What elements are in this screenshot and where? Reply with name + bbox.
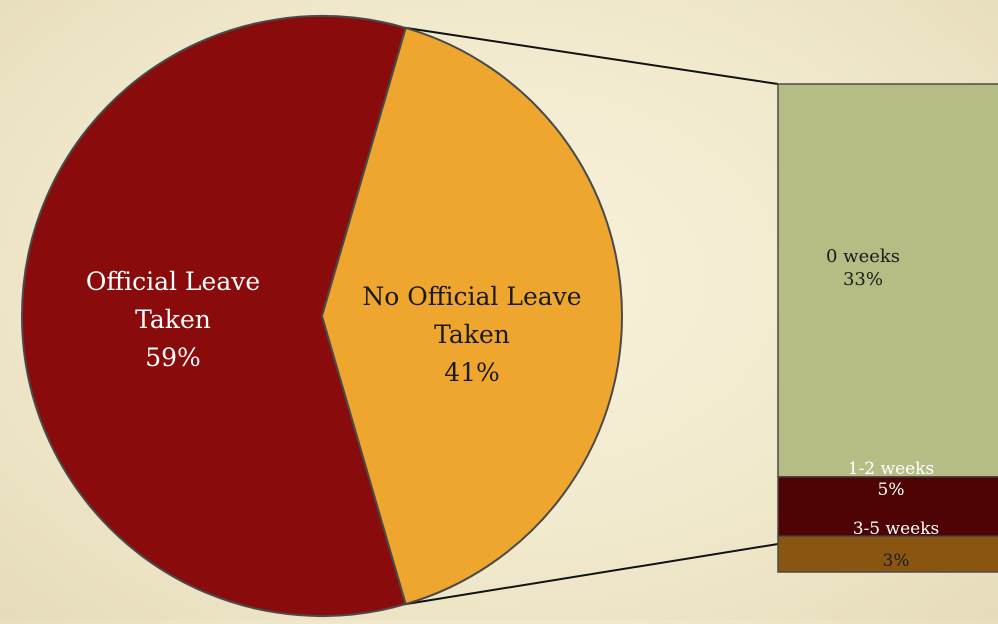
pie-label-official-leave: Official Leave Taken 59%	[86, 267, 260, 372]
connector-line-bottom	[405, 543, 779, 606]
connector-line-top	[405, 26, 779, 85]
bar-label-1-2-weeks: 1-2 weeks 5%	[848, 459, 934, 500]
pie-label-no-official-leave: No Official Leave Taken 41%	[362, 282, 581, 387]
bar-segment-3-5-weeks	[777, 535, 998, 573]
pie-slice-official-leave	[20, 15, 407, 617]
bar-segment-0-weeks	[777, 83, 998, 478]
bar-label-0-weeks: 0 weeks 33%	[826, 246, 900, 290]
pie-slice-no-official-leave	[320, 26, 623, 606]
bar-percent-3-5-weeks: 3%	[883, 551, 910, 571]
bar-label-3-5-weeks: 3-5 weeks	[853, 519, 939, 539]
